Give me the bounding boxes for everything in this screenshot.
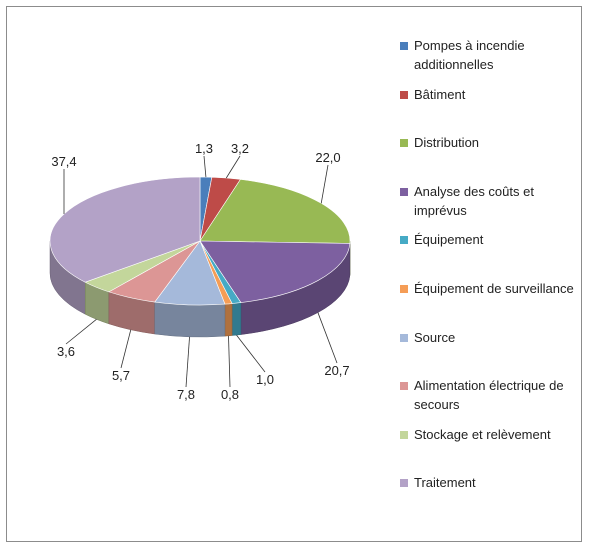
data-labels: 1,3 3,2 22,0 20,7 1,0 0,8 7,8 5,7 3,6 37,4 bbox=[51, 141, 349, 402]
legend-label: Équipement de surveillance bbox=[414, 281, 574, 296]
legend-swatch bbox=[400, 382, 408, 390]
pie-slice-9 bbox=[49, 176, 201, 283]
legend-label: Pompes à incendie additionnelles bbox=[414, 38, 525, 72]
legend-label: Équipement bbox=[414, 232, 484, 247]
pie-side-4 bbox=[231, 302, 242, 336]
leader-line-5 bbox=[228, 335, 231, 388]
leader-line-1 bbox=[225, 155, 241, 179]
legend-label: Source bbox=[414, 330, 456, 345]
legend-swatch bbox=[400, 139, 408, 147]
leader-line-7 bbox=[120, 329, 132, 369]
legend-item-traitement: Traitement bbox=[400, 473, 580, 492]
data-label-3: 20,7 bbox=[324, 363, 349, 378]
data-label-5: 0,8 bbox=[221, 387, 239, 402]
pie-top bbox=[49, 176, 351, 306]
leader-line-6 bbox=[185, 336, 190, 388]
data-label-6: 7,8 bbox=[177, 387, 195, 402]
legend-item-distribution: Distribution bbox=[400, 133, 580, 152]
pie-slice-3 bbox=[199, 240, 351, 303]
data-label-4: 1,0 bbox=[256, 372, 274, 387]
legend-item-batiment: Bâtiment bbox=[400, 85, 580, 104]
legend-label: Traitement bbox=[414, 475, 476, 490]
legend-label: Distribution bbox=[414, 135, 480, 150]
legend-swatch bbox=[400, 334, 408, 342]
legend-swatch bbox=[400, 285, 408, 293]
legend-label: Stockage et relèvement bbox=[414, 427, 551, 442]
legend-item-alimentation: Alimentation électrique de secours bbox=[400, 376, 580, 414]
legend-swatch bbox=[400, 42, 408, 50]
data-label-2: 22,0 bbox=[315, 150, 340, 165]
data-label-7: 5,7 bbox=[112, 368, 130, 383]
legend-swatch bbox=[400, 91, 408, 99]
leader-line-8 bbox=[65, 318, 97, 345]
legend-item-analyse: Analyse des coûts et imprévus bbox=[400, 182, 580, 220]
legend-item-source: Source bbox=[400, 328, 580, 347]
legend-item-equipement: Équipement bbox=[400, 230, 580, 249]
data-label-0: 1,3 bbox=[195, 141, 213, 156]
legend-item-pompes: Pompes à incendie additionnelles bbox=[400, 36, 580, 74]
leader-line-3 bbox=[317, 312, 338, 364]
legend-swatch bbox=[400, 431, 408, 439]
legend-item-stockage: Stockage et relèvement bbox=[400, 425, 580, 444]
legend-label: Bâtiment bbox=[414, 87, 466, 102]
leader-line-4 bbox=[236, 334, 266, 373]
pie-side-5 bbox=[224, 303, 233, 337]
data-label-9: 37,4 bbox=[51, 154, 76, 169]
pie-side-6 bbox=[154, 301, 226, 338]
legend-swatch bbox=[400, 479, 408, 487]
legend-label: Alimentation électrique de secours bbox=[414, 378, 564, 412]
data-label-1: 3,2 bbox=[231, 141, 249, 156]
legend-label: Analyse des coûts et imprévus bbox=[414, 184, 534, 218]
leader-line-0 bbox=[203, 155, 207, 178]
pie-sides bbox=[49, 240, 351, 338]
leader-line-2 bbox=[320, 164, 329, 204]
data-label-8: 3,6 bbox=[57, 344, 75, 359]
legend-swatch bbox=[400, 188, 408, 196]
legend-item-surveillance: Équipement de surveillance bbox=[400, 279, 580, 298]
legend-swatch bbox=[400, 236, 408, 244]
